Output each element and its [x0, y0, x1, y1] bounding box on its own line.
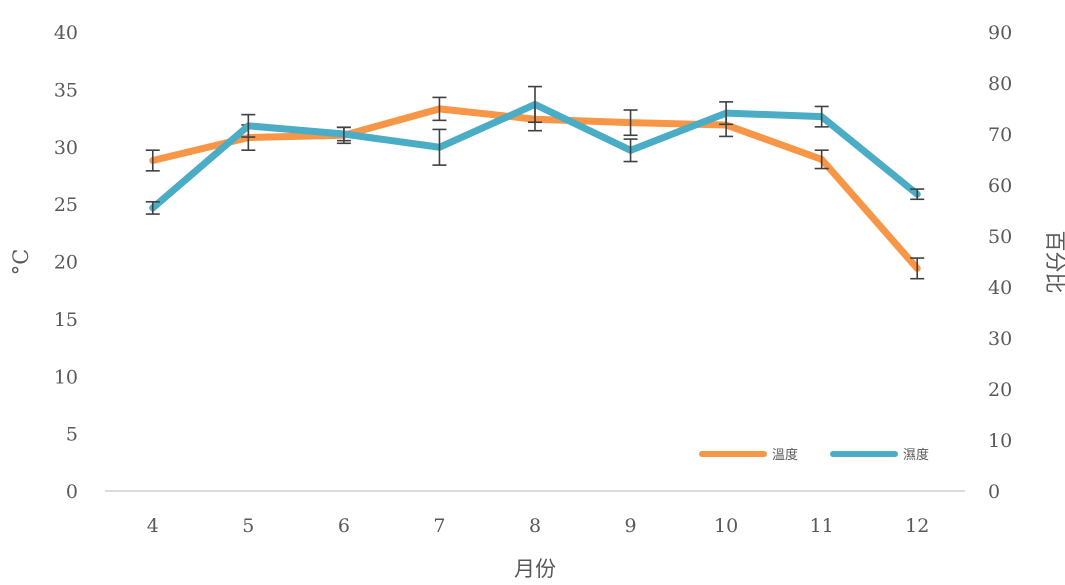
- x-tick-label: 4: [147, 515, 159, 537]
- x-tick-label: 5: [242, 515, 254, 537]
- y2-tick-label: 30: [988, 328, 1012, 350]
- y-tick-label: 5: [66, 424, 78, 446]
- x-tick-label: 11: [810, 515, 834, 537]
- y-tick-label: 30: [54, 137, 78, 159]
- y-tick-label: 10: [54, 366, 78, 388]
- y2-axis-title: 百分比: [1043, 231, 1065, 294]
- legend-label: 濕度: [903, 447, 929, 463]
- y2-tick-label: 70: [988, 124, 1012, 146]
- error-bar: [432, 96, 447, 122]
- legend: 溫度 濕度: [699, 447, 929, 463]
- error-bar: [241, 113, 256, 138]
- legend-item: 溫度: [699, 447, 798, 463]
- x-tick-label: 8: [529, 515, 541, 537]
- error-bar: [145, 149, 160, 172]
- y2-tick-label: 60: [988, 175, 1012, 197]
- error-bar: [814, 105, 829, 128]
- y2-tick-label: 80: [988, 73, 1012, 95]
- error-bar: [910, 257, 925, 280]
- y-axis-title: °C: [9, 249, 33, 276]
- error-bar: [623, 109, 638, 137]
- left-axis-ticks: 0 5 10 15 20 25 30 35 40: [54, 22, 78, 503]
- y-tick-label: 0: [66, 481, 78, 503]
- right-axis-ticks: 0 10 20 30 40 50 60 70 80 90: [988, 22, 1012, 503]
- error-bar: [145, 201, 160, 215]
- x-axis-title: 月份: [514, 557, 556, 581]
- y2-tick-label: 90: [988, 22, 1012, 44]
- error-bar: [719, 101, 734, 126]
- y2-tick-label: 20: [988, 379, 1012, 401]
- x-tick-label: 6: [338, 515, 350, 537]
- y-tick-label: 35: [54, 79, 78, 101]
- error-bar: [336, 126, 351, 142]
- series-line: [149, 105, 921, 272]
- x-tick-label: 9: [625, 515, 637, 537]
- x-axis-ticks: 4 5 6 7 8 9 10 11 12: [147, 515, 930, 537]
- y2-tick-label: 40: [988, 277, 1012, 299]
- y2-tick-label: 0: [988, 481, 1000, 503]
- x-tick-label: 12: [905, 515, 929, 537]
- error-bar: [623, 138, 638, 163]
- y-tick-label: 15: [54, 309, 78, 331]
- legend-item: 濕度: [830, 447, 929, 463]
- y-tick-label: 40: [54, 22, 78, 44]
- legend-label: 溫度: [772, 447, 798, 463]
- error-bar: [528, 85, 542, 124]
- y-tick-label: 20: [54, 252, 78, 274]
- y2-tick-label: 10: [988, 430, 1012, 452]
- series-2: [145, 85, 925, 215]
- x-tick-label: 7: [433, 515, 445, 537]
- x-tick-label: 10: [714, 515, 738, 537]
- error-bar: [432, 128, 447, 166]
- plot-area: [145, 85, 925, 280]
- error-bar: [910, 188, 925, 201]
- y-tick-label: 25: [54, 194, 78, 216]
- y2-tick-label: 50: [988, 226, 1012, 248]
- error-bar: [814, 149, 829, 170]
